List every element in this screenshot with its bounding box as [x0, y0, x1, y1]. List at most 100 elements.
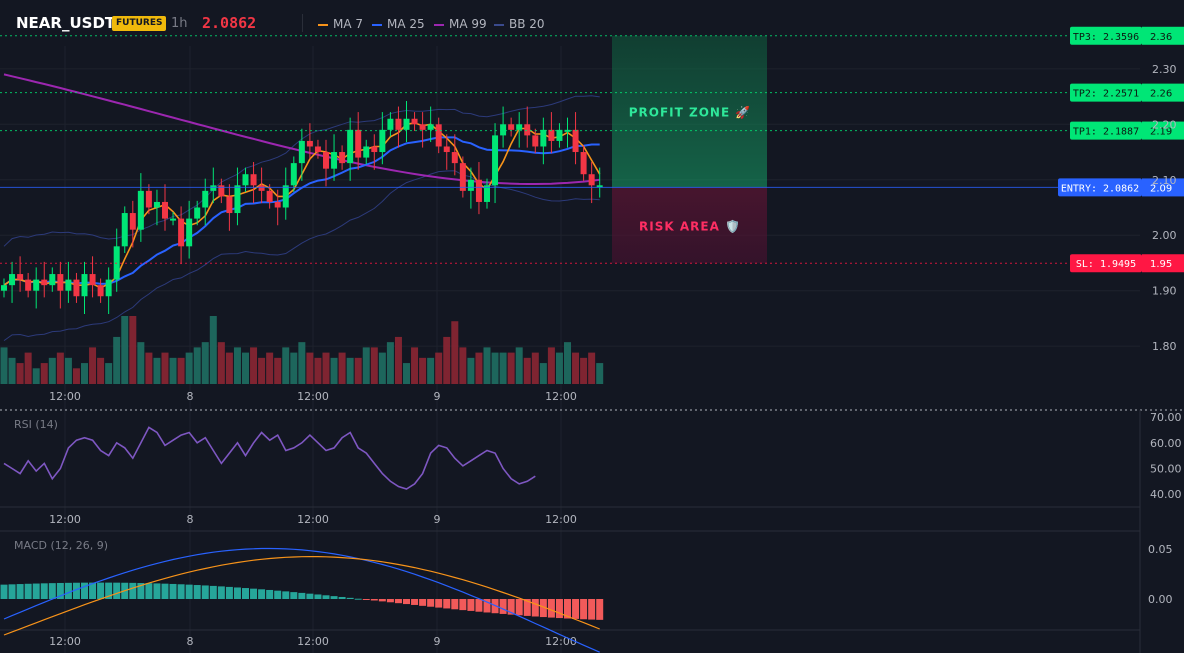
symbol-title[interactable]: NEAR_USDT — [16, 14, 116, 32]
volume-bars — [0, 316, 604, 384]
candle-body — [564, 129, 571, 132]
chart-header: NEAR_USDT FUTURES 1h 2.0862 MA 7 MA 25 M… — [0, 0, 1184, 46]
volume-bar — [129, 316, 137, 384]
macd-histogram-bar — [40, 583, 48, 599]
candle-body — [65, 279, 72, 291]
rsi-title: RSI (14) — [14, 418, 58, 431]
volume-bar — [451, 321, 459, 384]
candle-body — [443, 146, 450, 153]
macd-histogram-bar — [161, 583, 169, 599]
macd-histogram-bar — [370, 599, 378, 601]
candle-body — [266, 190, 273, 202]
candle-body — [137, 190, 144, 230]
volume-bar — [8, 357, 16, 384]
macd-histogram-bar — [32, 583, 40, 599]
macd-histogram-bar — [555, 599, 563, 619]
macd-histogram-bar — [596, 599, 604, 620]
volume-bar — [209, 316, 217, 384]
volume-bar — [443, 336, 451, 384]
time-tick: 12:00 — [49, 635, 81, 648]
candle-body — [532, 135, 539, 147]
volume-bar — [306, 352, 314, 384]
timeframe-selector[interactable]: 1h — [171, 16, 188, 31]
macd-histogram-bar — [459, 599, 467, 611]
macd-histogram-bar — [346, 597, 354, 599]
candle-body — [500, 124, 507, 136]
time-axes[interactable]: 12:00 8 12:00 9 12:00 12:00 8 12:00 9 12:00 12:00 8… — [49, 390, 577, 648]
volume-bar — [338, 352, 346, 384]
price-tick: 2.30 — [1152, 63, 1177, 76]
candle-body — [339, 152, 346, 164]
macd-histogram-bar — [531, 599, 539, 617]
macd-histogram-bar — [362, 599, 370, 600]
volume-bar — [81, 363, 88, 384]
candle-body — [596, 185, 603, 188]
volume-bar — [89, 347, 97, 384]
candle-body — [49, 274, 56, 286]
volume-bar — [274, 357, 282, 384]
candle-body — [588, 174, 595, 186]
legend-ma7[interactable]: MA 7 — [318, 17, 363, 31]
volume-bar — [403, 363, 410, 384]
candle-body — [371, 146, 378, 153]
macd-histogram-bar — [89, 582, 97, 599]
candle-body — [226, 196, 233, 214]
level-axis-tag-tp2 — [1142, 83, 1184, 102]
candle-body — [323, 152, 329, 169]
candle-body — [387, 118, 394, 130]
legend-ma99[interactable]: MA 99 — [434, 17, 487, 31]
candle-body — [363, 146, 370, 158]
macd-histogram-bar — [394, 599, 402, 604]
candle-body — [41, 279, 48, 286]
macd-histogram-bar — [572, 599, 580, 619]
candle-body — [556, 129, 563, 141]
macd-histogram-bar — [419, 599, 427, 606]
time-tick: 8 — [187, 390, 194, 403]
candle-body — [57, 274, 64, 291]
volume-bar — [314, 357, 322, 384]
volume-bar — [32, 368, 40, 384]
macd-tick: 0.05 — [1148, 543, 1173, 556]
price-tick: 2.10 — [1152, 174, 1177, 187]
level-label-tp1: TP1: 2.1887 — [1073, 127, 1139, 138]
level-tag-tp2 — [1070, 83, 1142, 102]
volume-bar — [0, 347, 8, 384]
candle-body — [33, 279, 40, 291]
macd-histogram-bar — [193, 585, 201, 599]
volume-bar — [266, 352, 274, 384]
volume-bar — [258, 357, 266, 384]
volume-bar — [370, 347, 378, 384]
volume-bar — [580, 357, 588, 384]
candle-body — [484, 185, 490, 202]
trade-zones: PROFIT ZONE 🚀 RISK AREA 🛡️ — [612, 35, 767, 264]
time-tick: 12:00 — [545, 635, 577, 648]
legend-ma25[interactable]: MA 25 — [372, 17, 425, 31]
candle-body — [403, 118, 410, 130]
macd-title: MACD (12, 26, 9) — [14, 539, 108, 552]
level-label-entry: ENTRY: 2.0862 — [1061, 183, 1139, 194]
volume-bar — [588, 352, 596, 384]
candle-body — [427, 124, 434, 130]
macd-histogram-bar — [306, 593, 314, 599]
candle-body — [540, 129, 547, 147]
candle-body — [234, 185, 241, 214]
candle-body — [97, 285, 104, 297]
rsi-tick: 70.00 — [1150, 411, 1182, 424]
legend-bb20[interactable]: BB 20 — [494, 17, 545, 31]
volume-bar — [64, 357, 72, 384]
candle-body — [9, 274, 16, 286]
macd-histogram-bar — [298, 592, 306, 599]
macd-histogram-bar — [185, 584, 193, 599]
candle-body — [274, 201, 281, 208]
volume-bar — [177, 357, 185, 384]
volume-bar — [483, 347, 491, 384]
volume-bar — [507, 352, 515, 384]
candle-body — [218, 185, 225, 197]
price-axis[interactable]: 2.30 2.20 2.10 2.00 1.90 1.80 — [1152, 63, 1177, 353]
macd-histogram-bar — [145, 583, 153, 599]
macd-histogram-bar — [72, 582, 80, 599]
macd-histogram-bar — [48, 583, 56, 599]
candle-body — [1, 285, 7, 291]
level-label-tp3: TP3: 2.3596 — [1073, 32, 1139, 43]
